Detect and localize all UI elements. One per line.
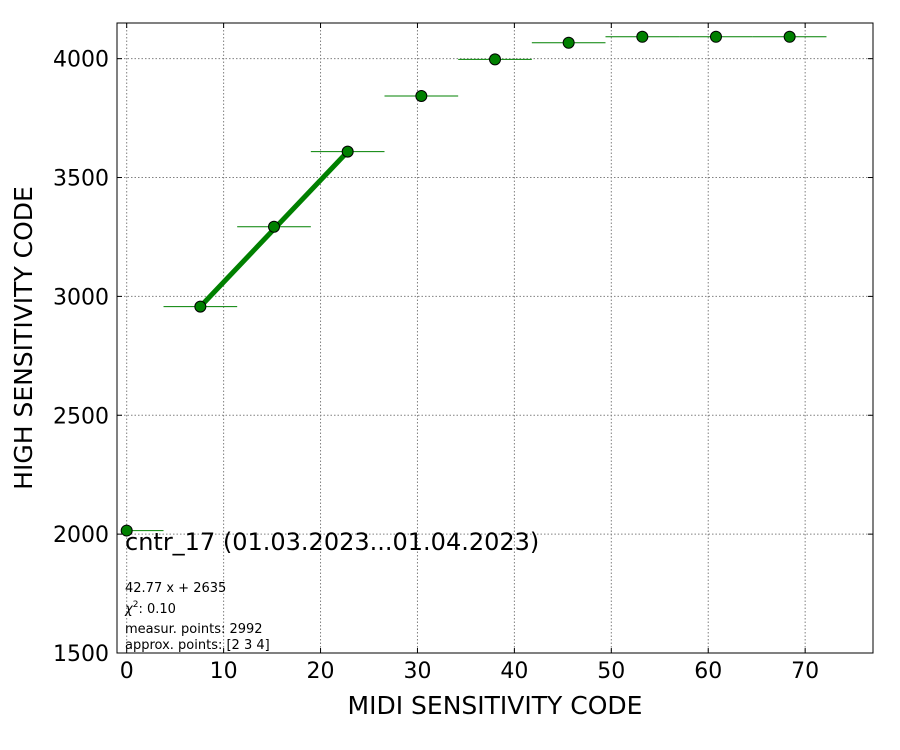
data-point: [783, 30, 796, 43]
error-bars-group: [126, 36, 827, 532]
data-point: [120, 524, 133, 537]
axis-ticks: [117, 23, 873, 654]
chi-symbol: χ: [124, 602, 134, 617]
x-axis-label: MIDI SENSITIVITY CODE: [348, 691, 643, 720]
data-point: [636, 30, 649, 43]
x-tick-labels: 0 10 20 30 40 50 60 70: [120, 659, 819, 684]
data-point: [268, 220, 281, 233]
x-tick-label: 10: [210, 659, 238, 684]
x-tick-label: 0: [120, 659, 134, 684]
x-tick-label: 70: [791, 659, 819, 684]
data-point: [709, 30, 722, 43]
data-point: [194, 300, 207, 313]
data-point: [489, 53, 501, 66]
chi-square-text: χ2: 0.10: [124, 600, 176, 617]
plot-frame: [116, 22, 874, 654]
y-tick-label: 4000: [53, 48, 109, 73]
y-tick-label: 3500: [53, 167, 109, 192]
chi-value: : 0.10: [138, 602, 175, 617]
grid-lines: [117, 23, 873, 654]
fit-equation-text: 42.77 x + 2635: [125, 581, 226, 596]
data-point: [415, 89, 428, 102]
chart-annotation-title: cntr_17 (01.03.2023...01.04.2023): [125, 528, 539, 556]
y-tick-labels: 1500 2000 2500 3000 3500 4000: [53, 48, 109, 667]
y-tick-label: 3000: [53, 285, 109, 310]
x-tick-label: 50: [597, 659, 625, 684]
x-tick-label: 30: [403, 659, 431, 684]
approx-points-text: approx. points: [2 3 4]: [125, 638, 270, 653]
measur-points-text: measur. points: 2992: [125, 622, 263, 637]
x-tick-label: 20: [307, 659, 335, 684]
y-tick-label: 2000: [53, 523, 109, 548]
y-axis-label: HIGH SENSITIVITY CODE: [9, 186, 38, 490]
x-tick-label: 40: [500, 659, 528, 684]
x-tick-label: 60: [694, 659, 722, 684]
y-tick-label: 1500: [53, 642, 109, 667]
chi-superscript: 2: [133, 600, 139, 610]
data-points-group: [120, 30, 796, 537]
data-point: [562, 36, 575, 49]
y-tick-label: 2500: [53, 404, 109, 429]
data-point: [341, 145, 354, 158]
